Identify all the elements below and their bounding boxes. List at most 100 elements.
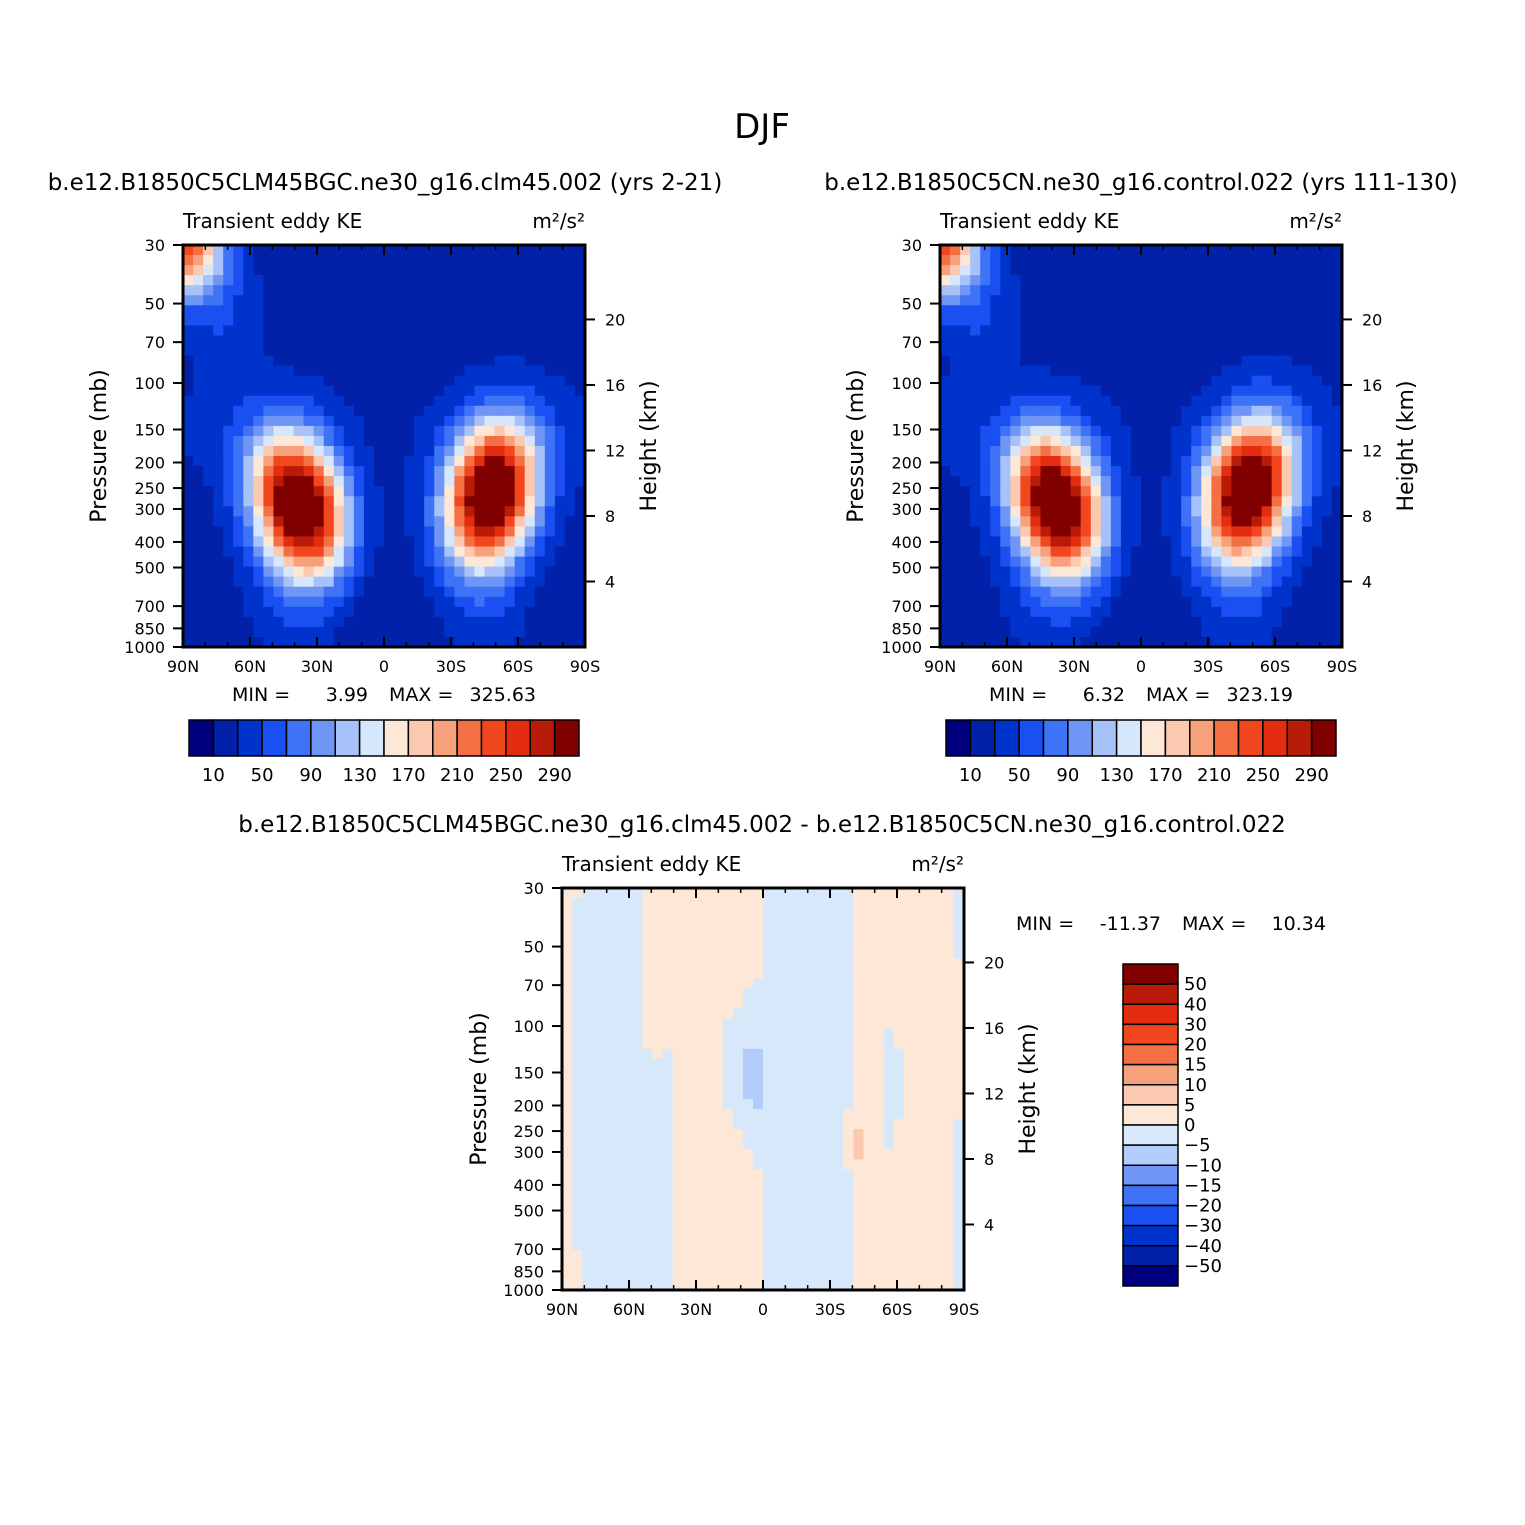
contour-cell bbox=[1221, 345, 1233, 357]
contour-cell bbox=[1231, 506, 1243, 517]
contour-cell bbox=[1311, 536, 1323, 548]
contour-cell bbox=[363, 285, 375, 296]
contour-cell bbox=[263, 606, 275, 618]
contour-cell bbox=[562, 1058, 573, 1070]
contour-cell bbox=[722, 908, 734, 919]
contour-cell bbox=[1080, 606, 1092, 618]
contour-cell bbox=[692, 1089, 704, 1100]
contour-cell bbox=[990, 616, 1001, 628]
contour-cell bbox=[514, 516, 526, 527]
contour-cell bbox=[303, 606, 315, 618]
contour-cell bbox=[1070, 606, 1082, 618]
contour-cell bbox=[1151, 435, 1162, 447]
contour-cell bbox=[1241, 385, 1253, 397]
contour-cell bbox=[1120, 265, 1132, 276]
contour-cell bbox=[642, 1048, 654, 1060]
contour-cell bbox=[263, 265, 275, 276]
contour-cell bbox=[333, 345, 345, 357]
contour-cell bbox=[544, 425, 556, 437]
contour-cell bbox=[544, 345, 556, 357]
contour-cell bbox=[1271, 275, 1283, 286]
contour-cell bbox=[682, 1119, 694, 1130]
contour-cell bbox=[283, 576, 295, 588]
contour-cell bbox=[1161, 415, 1172, 427]
contour-cell bbox=[612, 1149, 623, 1160]
contour-cell bbox=[1191, 315, 1202, 326]
contour-cell bbox=[943, 1169, 955, 1181]
contour-cell bbox=[353, 596, 365, 608]
contour-cell bbox=[1070, 636, 1082, 647]
contour-cell bbox=[373, 546, 385, 558]
contour-cell bbox=[953, 1149, 964, 1160]
y-tick-label: 200 bbox=[134, 453, 165, 472]
contour-cell bbox=[783, 1008, 794, 1020]
contour-cell bbox=[1171, 446, 1182, 457]
contour-cell bbox=[1070, 435, 1082, 447]
contour-cell bbox=[333, 546, 345, 558]
contour-cell bbox=[384, 516, 395, 527]
contour-cell bbox=[1311, 395, 1323, 407]
contour-cell bbox=[1251, 636, 1263, 647]
contour-cell bbox=[582, 1048, 593, 1060]
contour-cell bbox=[373, 476, 385, 487]
contour-cell bbox=[980, 365, 991, 377]
contour-cell bbox=[642, 1028, 654, 1040]
contour-cell bbox=[544, 285, 556, 296]
contour-cell bbox=[742, 1169, 754, 1181]
contour-cell bbox=[1281, 626, 1293, 638]
contour-cell bbox=[424, 456, 435, 467]
contour-cell bbox=[853, 1048, 865, 1060]
contour-cell bbox=[1060, 566, 1072, 578]
contour-cell bbox=[574, 265, 585, 276]
contour-cell bbox=[404, 556, 415, 568]
contour-cell bbox=[213, 305, 224, 316]
contour-cell bbox=[572, 958, 583, 969]
contour-cell bbox=[1261, 335, 1273, 347]
y2-tick-label: 20 bbox=[605, 310, 625, 329]
contour-cell bbox=[1201, 456, 1212, 467]
contour-cell bbox=[913, 1189, 925, 1201]
contour-cell bbox=[1010, 466, 1021, 477]
contour-cell bbox=[1211, 285, 1222, 296]
contour-cell bbox=[574, 385, 585, 397]
contour-cell bbox=[504, 285, 516, 296]
contour-cell bbox=[203, 476, 214, 487]
contour-cell bbox=[1171, 305, 1182, 316]
contour-cell bbox=[1331, 526, 1342, 538]
contour-cell bbox=[534, 295, 546, 306]
contour-cell bbox=[622, 1199, 633, 1211]
contour-cell bbox=[752, 918, 764, 929]
contour-cell bbox=[454, 516, 465, 527]
contour-cell bbox=[803, 1189, 814, 1201]
contour-cell bbox=[1130, 275, 1142, 286]
contour-cell bbox=[883, 908, 895, 919]
contour-cell bbox=[853, 908, 865, 919]
contour-cell bbox=[903, 1189, 915, 1201]
contour-cell bbox=[464, 395, 476, 407]
contour-cell bbox=[1321, 616, 1333, 628]
contour-cell bbox=[1171, 405, 1182, 417]
contour-cell bbox=[464, 315, 476, 326]
contour-cell bbox=[602, 1008, 613, 1020]
contour-cell bbox=[213, 536, 224, 548]
contour-cell bbox=[1060, 355, 1072, 367]
contour-cell bbox=[642, 1068, 654, 1080]
contour-cell bbox=[1080, 375, 1092, 387]
contour-cell bbox=[940, 415, 951, 427]
contour-cell bbox=[494, 405, 506, 417]
contour-cell bbox=[1050, 355, 1062, 367]
contour-cell bbox=[990, 255, 1001, 266]
contour-cell bbox=[273, 616, 285, 628]
contour-cell bbox=[612, 1099, 623, 1110]
contour-cell bbox=[1301, 295, 1313, 306]
contour-cell bbox=[1030, 566, 1042, 578]
contour-cell bbox=[1080, 435, 1092, 447]
contour-cell bbox=[883, 918, 895, 929]
contour-cell bbox=[333, 456, 345, 467]
contour-cell bbox=[873, 1048, 885, 1060]
contour-cell bbox=[263, 245, 275, 256]
contour-cell bbox=[243, 556, 254, 568]
contour-cell bbox=[564, 506, 576, 517]
contour-cell bbox=[1171, 265, 1182, 276]
contour-cell bbox=[253, 375, 264, 387]
